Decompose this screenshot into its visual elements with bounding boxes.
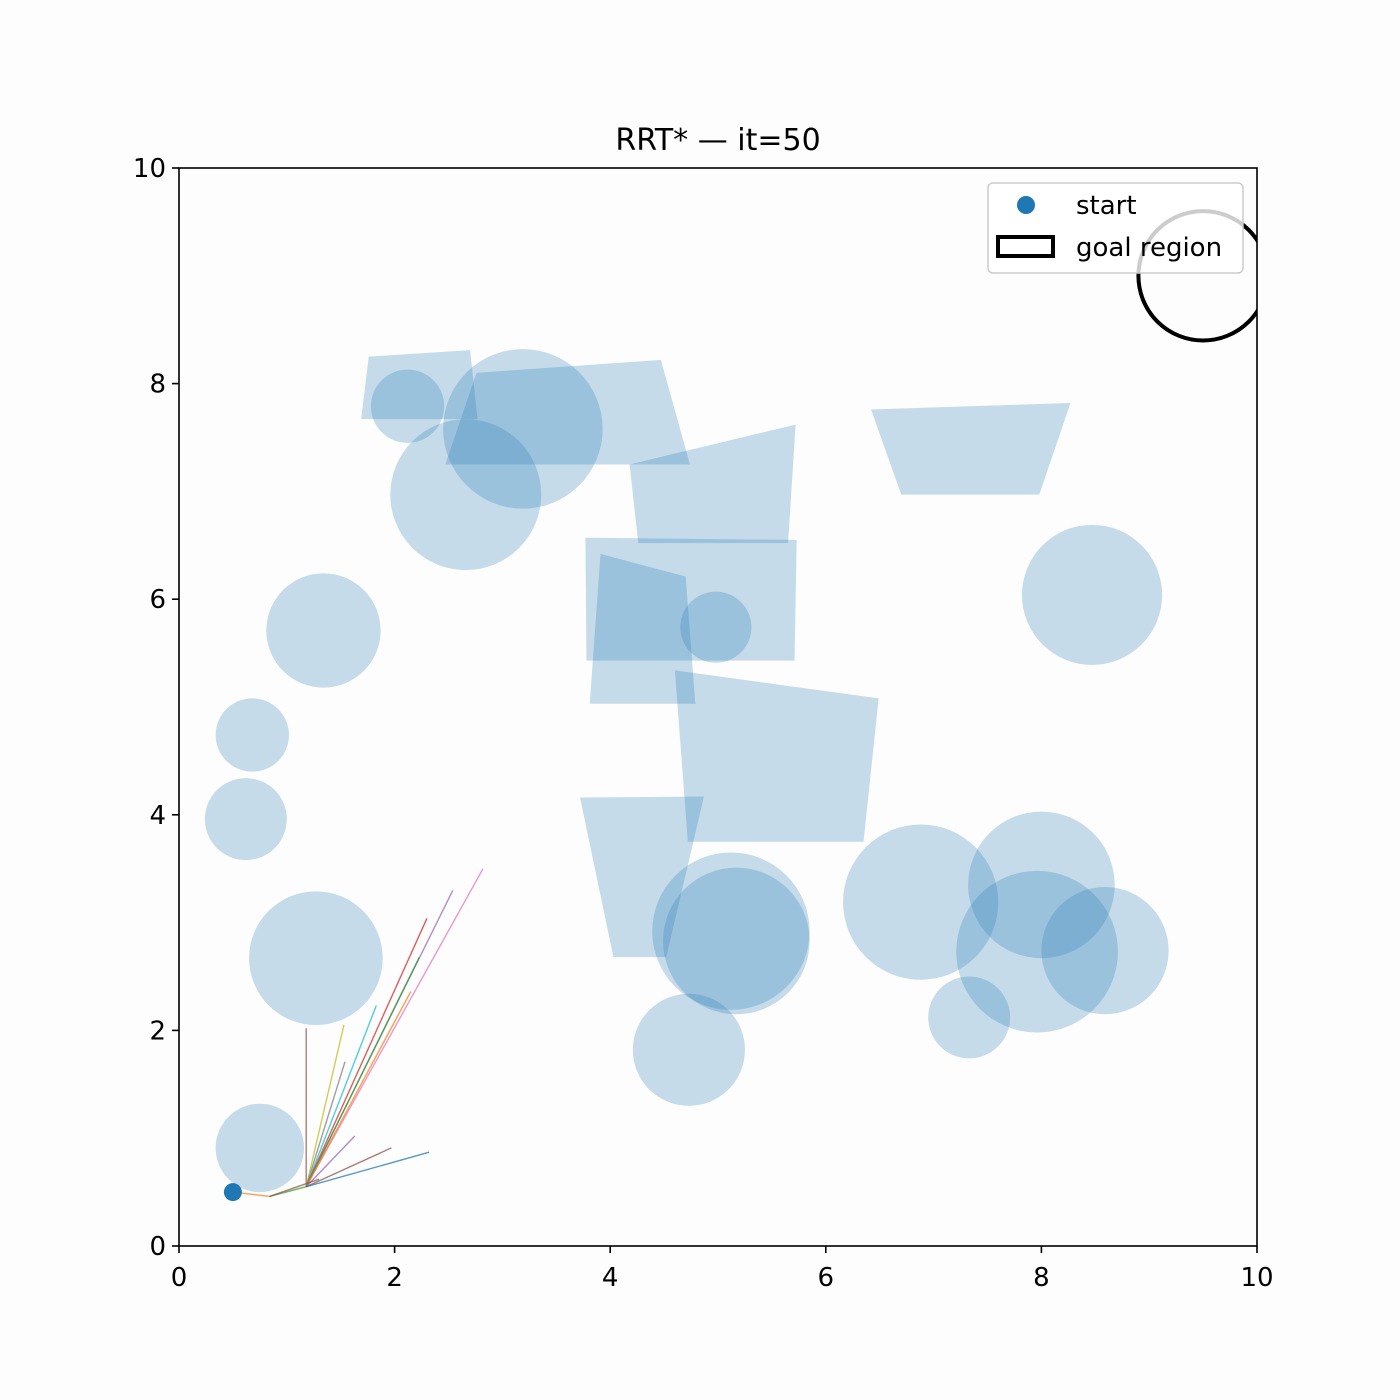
circle-obstacle — [215, 1103, 305, 1193]
x-axis-ticks: 0 2 4 6 8 10 — [171, 1246, 1274, 1293]
x-tick-label: 8 — [1033, 1263, 1050, 1293]
circle-obstacle — [1021, 524, 1163, 665]
legend-start-label: start — [1076, 191, 1137, 221]
polygon-obstacle — [871, 403, 1071, 495]
circle-obstacle — [266, 573, 381, 688]
y-axis-ticks: 0 2 4 6 8 10 — [133, 154, 179, 1262]
rrt-tree-edges — [232, 868, 484, 1198]
circle-obstacle — [215, 698, 289, 772]
axes-frame — [178, 167, 1258, 1247]
x-tick-label: 6 — [818, 1263, 835, 1293]
polygon-obstacle — [629, 424, 796, 544]
y-tick-label: 0 — [149, 1232, 166, 1262]
plot-content — [204, 209, 1257, 1202]
x-tick-label: 0 — [171, 1263, 188, 1293]
polygon-obstacle — [580, 796, 704, 958]
circle-obstacle — [390, 419, 542, 571]
legend: start goal region — [987, 182, 1244, 274]
legend-goal-region-icon — [996, 235, 1055, 258]
x-tick-label: 4 — [602, 1263, 619, 1293]
circle-obstacle — [204, 778, 287, 861]
polygon-obstacle — [589, 553, 696, 704]
tree-edge — [305, 956, 421, 1188]
polygon-obstacle — [361, 350, 478, 420]
circle-obstacles — [204, 349, 1169, 1193]
circle-obstacle — [652, 852, 810, 1010]
circle-obstacle — [956, 870, 1118, 1033]
polygon-obstacle — [445, 359, 690, 465]
y-tick-label: 6 — [149, 585, 166, 615]
y-tick-label: 10 — [133, 154, 166, 184]
tree-edge — [269, 1178, 320, 1198]
circle-obstacle — [370, 369, 445, 443]
tree-edge — [305, 1005, 377, 1187]
circle-obstacle — [1041, 887, 1169, 1015]
circle-obstacle — [843, 824, 999, 980]
legend-goal-region-label: goal region — [1076, 233, 1222, 263]
y-tick-label: 2 — [149, 1016, 166, 1046]
polygon-obstacles — [361, 350, 1071, 958]
tree-edge — [305, 1061, 346, 1187]
chart-title: RRT* — it=50 — [615, 123, 820, 158]
circle-obstacle — [632, 993, 745, 1106]
circle-obstacle — [249, 891, 383, 1026]
x-tick-label: 2 — [386, 1263, 403, 1293]
circle-obstacle — [680, 591, 752, 663]
start-marker — [223, 1183, 242, 1202]
y-tick-label: 8 — [149, 370, 166, 400]
polygon-obstacle — [585, 537, 797, 661]
tree-edge — [305, 991, 412, 1188]
legend-start-marker-icon — [1017, 196, 1035, 214]
tree-edge — [305, 1147, 392, 1188]
tree-edge — [305, 1135, 356, 1188]
tree-edge — [305, 868, 484, 1188]
circle-obstacle — [663, 867, 810, 1015]
y-tick-label: 4 — [149, 801, 166, 831]
circle-obstacle — [968, 811, 1115, 959]
circle-obstacle — [443, 349, 603, 509]
plot-area — [179, 168, 1257, 1246]
tree-edge — [305, 918, 428, 1187]
tree-edge — [306, 1151, 430, 1188]
polygon-obstacle — [674, 670, 879, 842]
circle-obstacle — [928, 976, 1011, 1059]
tree-edge — [305, 1024, 345, 1187]
x-tick-label: 10 — [1240, 1263, 1273, 1293]
